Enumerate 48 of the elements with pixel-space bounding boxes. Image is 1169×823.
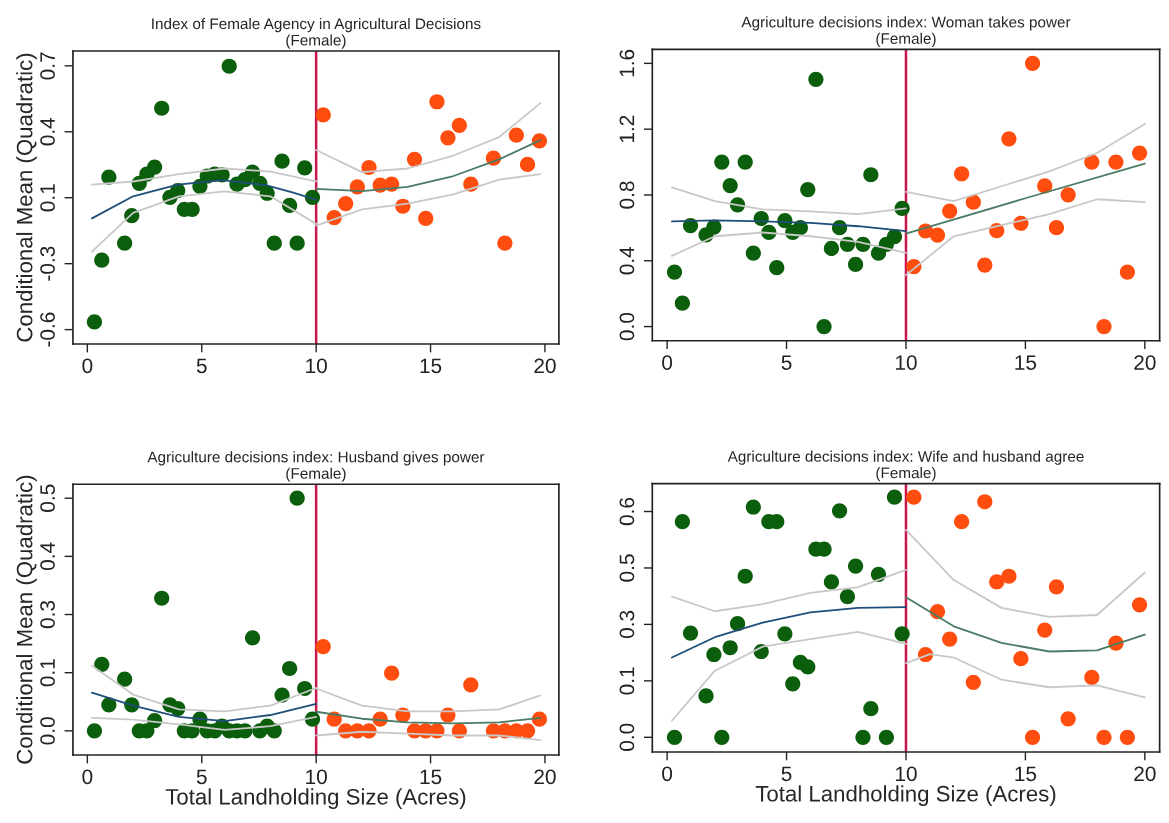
x-tick-label: 15 bbox=[420, 358, 442, 374]
y-tick-label: 0.4 bbox=[619, 246, 635, 275]
x-tick-label: 20 bbox=[534, 769, 556, 785]
x-tick-label: 10 bbox=[306, 769, 327, 785]
x-tick-label: 15 bbox=[420, 769, 442, 785]
y-tick-label: 0.4 bbox=[40, 117, 55, 146]
chart-title: Agriculture decisions index: Woman takes power (Female) bbox=[741, 16, 1071, 47]
y-tick-label: 0.1 bbox=[40, 659, 55, 687]
x-tick-label: 10 bbox=[895, 355, 917, 370]
x-axis-title: Total Landholding Size (Acres) bbox=[165, 788, 466, 810]
x-tick-label: 10 bbox=[306, 358, 327, 374]
y-tick-label: 0.8 bbox=[619, 181, 635, 209]
x-tick-label: 20 bbox=[1134, 766, 1156, 782]
y-tick-label: 0.3 bbox=[619, 610, 635, 639]
chart-title: Index of Female Agency in Agricultural Decisions (Female) bbox=[152, 17, 481, 49]
y-tick-label: 0.4 bbox=[40, 542, 55, 571]
x-tick-label: 20 bbox=[1134, 355, 1156, 370]
x-tick-label: 15 bbox=[1015, 355, 1037, 370]
y-tick-label: 0.5 bbox=[40, 484, 55, 512]
y-axis-title: Conditional Mean (Quadratic) bbox=[16, 53, 37, 342]
y-tick-label: 1.6 bbox=[619, 49, 635, 77]
y-axis-title: Conditional Mean (Quadratic) bbox=[16, 475, 37, 764]
y-tick-label: 0.0 bbox=[40, 717, 55, 745]
x-tick-label: 15 bbox=[1015, 766, 1037, 782]
y-tick-label: 0.1 bbox=[40, 184, 55, 212]
chart-title: Agriculture decisions index: Wife and husband agree (Female) bbox=[727, 450, 1084, 482]
y-tick-label: 0.0 bbox=[619, 723, 635, 751]
y-tick-label: 0.5 bbox=[619, 554, 635, 582]
x-tick-label: 5 bbox=[781, 355, 792, 370]
y-tick-label: 0.6 bbox=[619, 497, 635, 526]
x-tick-label: 0 bbox=[82, 769, 93, 785]
x-tick-label: 5 bbox=[196, 769, 207, 785]
x-axis-title: Total Landholding Size (Acres) bbox=[755, 785, 1056, 806]
x-tick-label: 0 bbox=[662, 766, 673, 782]
x-tick-label: 0 bbox=[662, 355, 673, 370]
x-tick-label: 5 bbox=[781, 766, 792, 782]
y-tick-label: 0.7 bbox=[40, 52, 55, 80]
y-tick-label: 0.0 bbox=[619, 312, 635, 341]
x-tick-label: 10 bbox=[895, 766, 917, 782]
y-tick-label: 0.3 bbox=[40, 600, 55, 629]
y-tick-label: -0.3 bbox=[40, 246, 55, 281]
y-tick-label: -0.6 bbox=[40, 312, 55, 347]
y-tick-label: 0.1 bbox=[619, 667, 635, 695]
x-tick-label: 0 bbox=[82, 358, 93, 374]
x-tick-label: 5 bbox=[196, 358, 207, 374]
y-tick-label: 1.2 bbox=[619, 115, 635, 143]
x-tick-label: 20 bbox=[534, 358, 556, 374]
chart-title: Agriculture decisions index: Husband gives power (Female) bbox=[147, 451, 485, 482]
